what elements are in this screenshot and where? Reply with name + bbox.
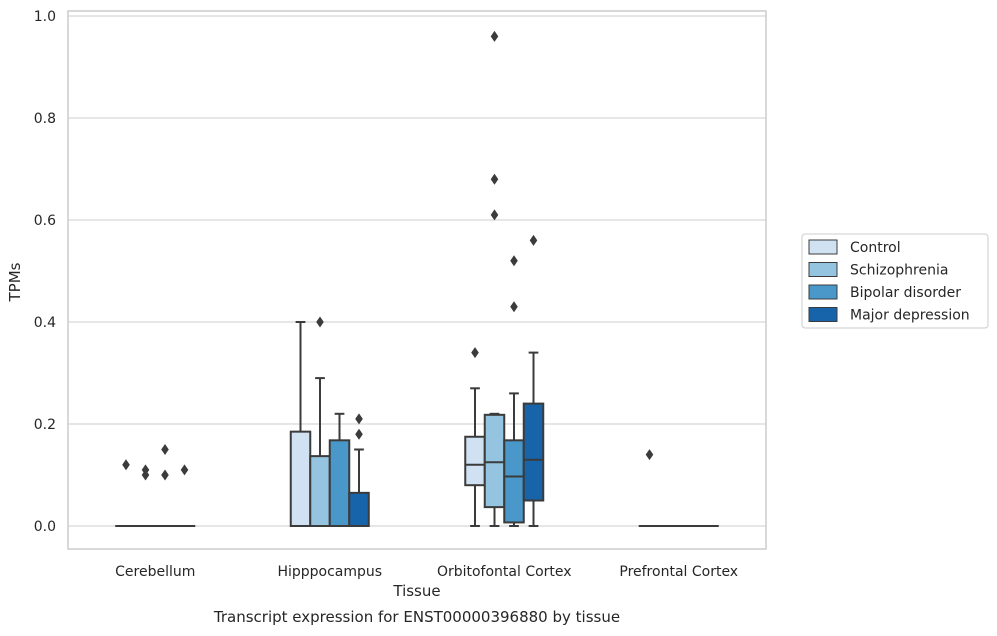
box-bipolar-disorder-orbitofontal-cortex — [503, 255, 525, 527]
legend-swatch — [808, 284, 838, 300]
plot-border — [67, 10, 767, 550]
plot-frame — [67, 10, 767, 550]
series-control — [115, 321, 661, 528]
outlier-point — [355, 428, 363, 440]
outlier-point — [510, 301, 518, 313]
box-schizophrenia-cerebellum — [134, 464, 157, 528]
box-control-cerebellum — [115, 459, 137, 528]
series-major-depression — [173, 234, 719, 528]
x-axis-label: Tissue — [392, 582, 440, 600]
legend-swatch — [808, 262, 838, 277]
box-control-prefrontal-cortex — [638, 449, 661, 528]
legend-label: Control — [850, 240, 901, 256]
box-major-depression-cerebellum — [173, 464, 196, 528]
box-body — [289, 430, 312, 527]
series-bipolar-disorder — [154, 255, 700, 528]
box-major-depression-orbitofontal-cortex — [522, 234, 545, 527]
legend-label: Major depression — [850, 308, 970, 324]
box-body — [348, 491, 370, 528]
legend-swatch — [808, 239, 838, 255]
y-tick-label: 0.0 — [34, 519, 56, 535]
box-schizophrenia-orbitofontal-cortex — [483, 30, 506, 527]
legend-label: Schizophrenia — [850, 263, 948, 279]
legend-swatch — [808, 307, 838, 322]
outlier-point — [529, 234, 538, 246]
legend: Control Schizophrenia Bipolar disorder Majo… — [801, 233, 989, 329]
outlier-point — [161, 444, 169, 455]
y-tick-label: 0.4 — [34, 315, 56, 331]
outlier-point — [490, 209, 499, 221]
y-tick-label: 0.6 — [34, 213, 56, 229]
box-major-depression-hipppocampus — [348, 413, 370, 528]
legend-item-major-depression: Major depression — [808, 307, 970, 324]
outlier-point — [122, 459, 130, 471]
y-tick-label: 0.8 — [34, 111, 56, 127]
outlier-point — [490, 173, 499, 185]
box-body — [522, 402, 545, 502]
box-schizophrenia-hipppocampus — [309, 316, 331, 528]
box-body — [503, 439, 525, 524]
x-tick-labels: Cerebellum Hipppocampus Orbitofontal Corte… — [115, 564, 738, 580]
box-body — [309, 455, 331, 528]
legend-item-control: Control — [808, 239, 901, 256]
box-control-orbitofontal-cortex — [464, 347, 486, 527]
x-tick-label: Cerebellum — [115, 564, 195, 580]
legend-label: Bipolar disorder — [850, 285, 961, 301]
outlier-point — [355, 413, 363, 425]
x-tick-label: Prefrontal Cortex — [619, 564, 738, 580]
legend-item-schizophrenia: Schizophrenia — [808, 262, 948, 279]
box-bipolar-disorder-hipppocampus — [328, 412, 351, 528]
outlier-point — [161, 469, 169, 481]
box-series — [115, 30, 719, 528]
y-tick-label: 1.0 — [34, 9, 56, 25]
outlier-point — [471, 347, 479, 359]
legend-item-bipolar-disorder: Bipolar disorder — [808, 284, 961, 301]
y-tick-labels: 0.0 0.2 0.4 0.6 0.8 1.0 — [34, 9, 56, 535]
outlier-point — [645, 449, 654, 461]
series-schizophrenia — [134, 30, 680, 528]
outlier-point — [180, 464, 189, 476]
box-body — [483, 413, 506, 509]
x-tick-label: Orbitofontal Cortex — [437, 564, 572, 580]
outlier-point — [490, 30, 499, 42]
outlier-point — [510, 255, 518, 267]
x-tick-label: Hipppocampus — [277, 564, 382, 580]
legend-frame — [801, 233, 989, 329]
box-body — [464, 435, 486, 487]
outlier-point — [316, 316, 324, 328]
grid-lines — [68, 15, 766, 527]
outlier-point — [141, 464, 150, 476]
y-tick-label: 0.2 — [34, 417, 56, 433]
box-body — [328, 439, 351, 528]
y-axis-label: TPMs — [6, 262, 24, 302]
box-bipolar-disorder-cerebellum — [154, 444, 176, 528]
chart-caption: Transcript expression for ENST0000039688… — [213, 608, 620, 626]
